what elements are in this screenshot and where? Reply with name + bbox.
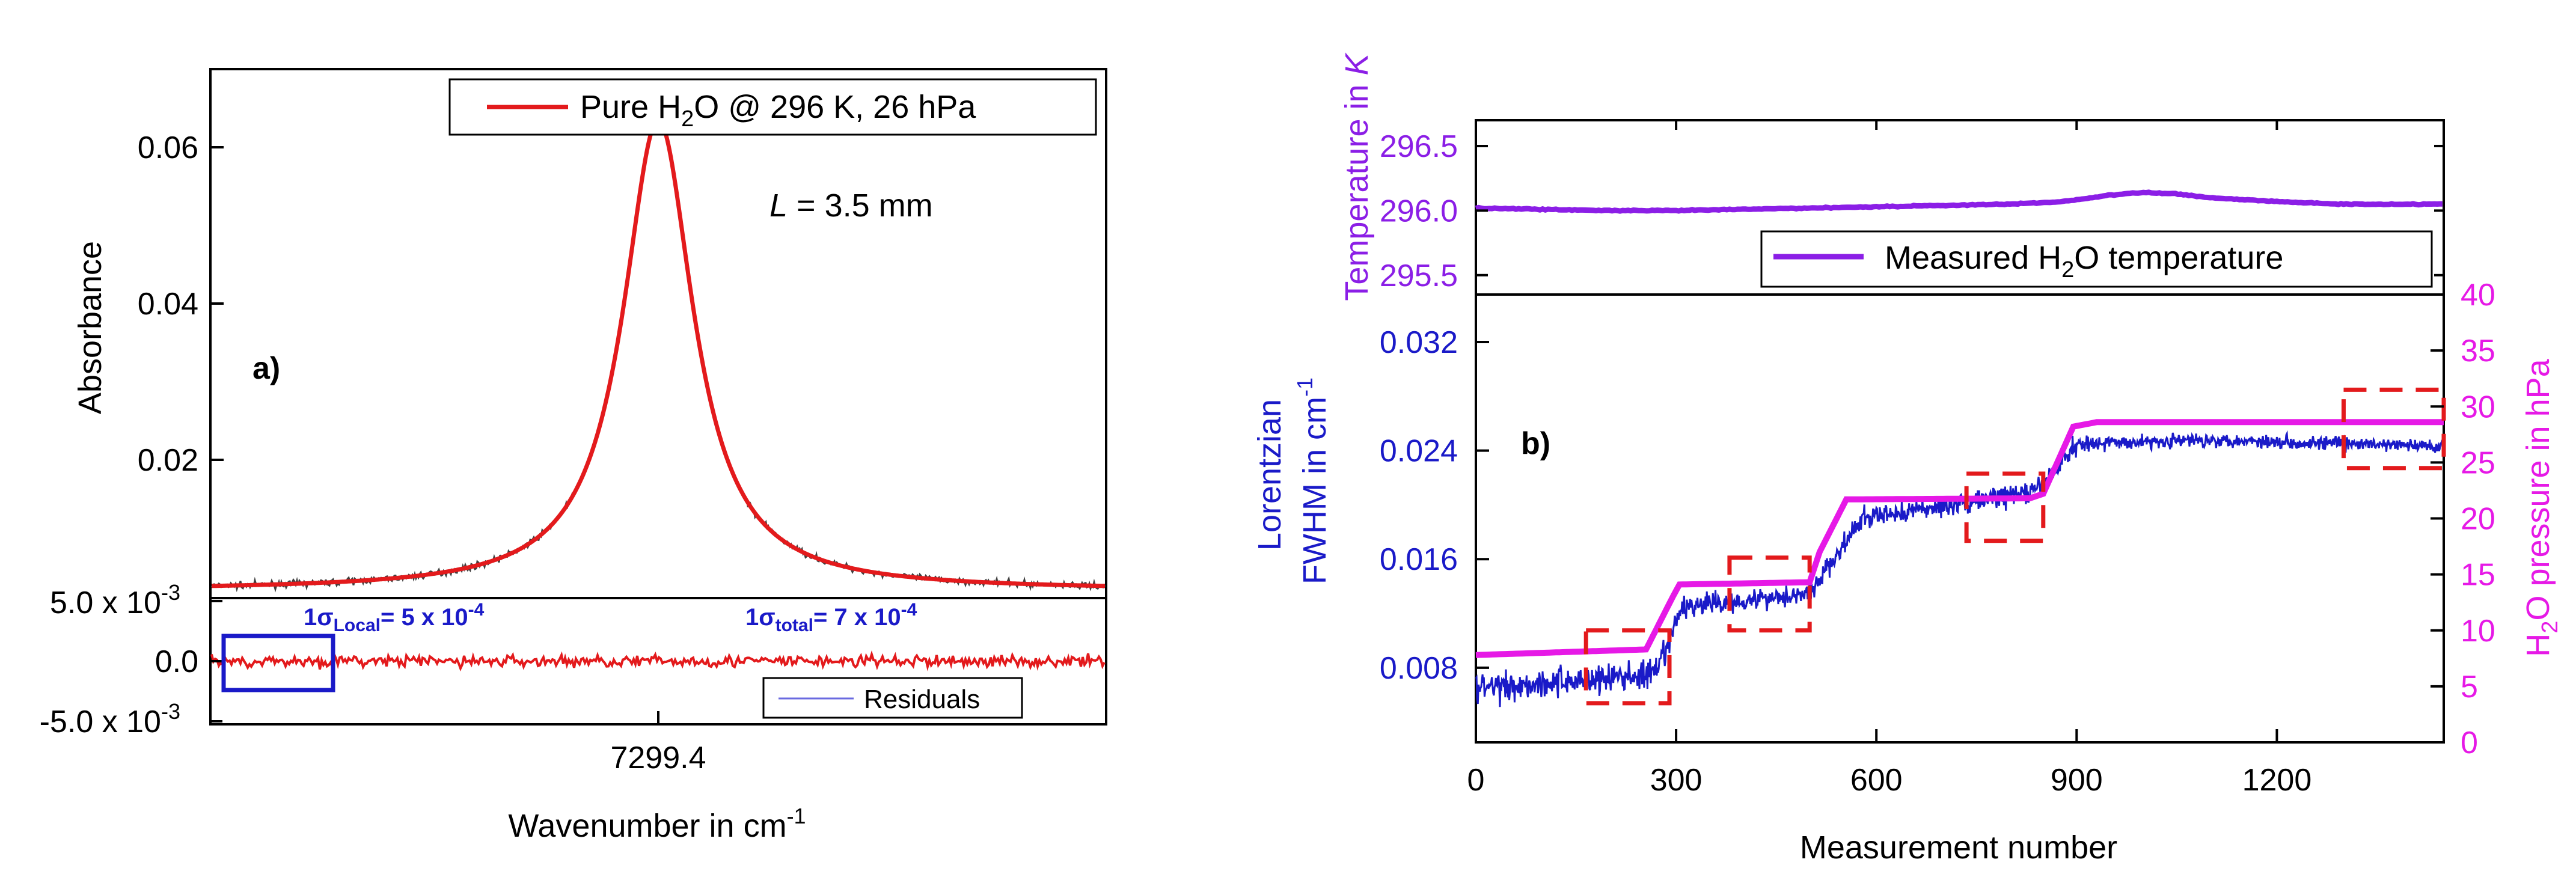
- fwhm-tick-label-0024: 0.024: [1380, 434, 1458, 469]
- pressure-tick-label-15: 15: [2461, 558, 2495, 593]
- legend-temperature-box: [1760, 230, 2433, 288]
- legend-residuals-label: Residuals: [864, 685, 980, 714]
- temp-tick-label-2965: 296.5: [1380, 129, 1458, 164]
- pressure-tick-label-20: 20: [2461, 502, 2495, 537]
- highlight-box: [1727, 555, 1812, 633]
- panel-a: 0.06 0.04 0.02 5.0 x 10-3 0.0 -5.0 x 10-…: [40, 68, 1107, 844]
- y-tick-label-006: 0.06: [138, 130, 198, 165]
- sigma-local-box: [221, 634, 335, 692]
- residuals-line: [210, 650, 1106, 671]
- x-tick-label-center: 7299.4: [610, 741, 706, 775]
- fwhm-axis-label-line2: FWHM in cm-1: [1293, 377, 1333, 584]
- pressure-tick-label-5: 5: [2461, 670, 2478, 704]
- legend-temperature: Measured H2O temperature: [1760, 230, 2433, 288]
- temp-tick-label-2960: 296.0: [1380, 194, 1458, 228]
- pressure-tick-label-25: 25: [2461, 445, 2495, 480]
- legend-a-label: Pure H2O @ 296 K, 26 hPa: [580, 89, 976, 132]
- fwhm-line: [1475, 430, 2445, 707]
- sigma-local-label: 1σLocal= 5 x 10-4: [304, 600, 485, 635]
- y-tick-label-004: 0.04: [138, 287, 198, 322]
- x-tick-label-300: 300: [1650, 763, 1703, 798]
- x-axis-label-a: Wavenumber in cm-1: [508, 804, 806, 844]
- x-axis-label-b: Measurement number: [1800, 829, 2117, 866]
- temp-axis-label: Temperature in K: [1339, 52, 1375, 301]
- panel-b-ticks: [1475, 120, 2444, 744]
- panel-a-upper-frame: [209, 68, 1107, 599]
- highlight-box: [2341, 387, 2446, 471]
- res-tick-label-neg: -5.0 x 10-3: [40, 699, 180, 739]
- temp-tick-label-2955: 295.5: [1380, 258, 1458, 293]
- pressure-tick-label-35: 35: [2461, 334, 2495, 368]
- pressure-tick-label-0: 0: [2461, 726, 2478, 760]
- y-axis-label-a: Absorbance: [72, 241, 108, 414]
- panel-b: 295.5 296.0 296.5 0.008 0.016 0.024 0.03…: [1252, 52, 2563, 866]
- x-tick-label-600: 600: [1850, 763, 1903, 798]
- pressure-axis-label: H2O pressure in hPa: [2520, 358, 2563, 656]
- fit-absorbance-line: [212, 118, 1105, 588]
- fwhm-tick-label-0016: 0.016: [1380, 542, 1458, 577]
- res-tick-label-pos: 5.0 x 10-3: [50, 580, 180, 620]
- panel-label-b: b): [1521, 426, 1550, 461]
- highlight-box: [1964, 471, 2046, 543]
- fwhm-axis-label-line1: Lorentzian: [1252, 399, 1288, 551]
- x-tick-label-0: 0: [1467, 763, 1485, 798]
- fwhm-tick-label-0032: 0.032: [1380, 325, 1458, 360]
- pressure-tick-label-40: 40: [2461, 278, 2495, 313]
- x-tick-label-1200: 1200: [2242, 763, 2312, 798]
- highlight-box: [1583, 628, 1672, 706]
- res-tick-label-zero: 0.0: [155, 644, 198, 679]
- path-length-annotation: L = 3.5 mm: [769, 188, 933, 224]
- legend-residuals: Residuals: [762, 677, 1023, 719]
- sigma-total-label: 1σtotal= 7 x 10-4: [745, 600, 917, 635]
- pressure-tick-label-30: 30: [2461, 390, 2495, 424]
- y-tick-label-002: 0.02: [138, 443, 198, 478]
- pressure-line: [1475, 419, 2444, 658]
- fwhm-tick-label-0008: 0.008: [1380, 651, 1458, 686]
- panel-label-a: a): [252, 351, 280, 386]
- legend-a: Pure H2O @ 296 K, 26 hPa: [448, 78, 1097, 136]
- temperature-line: [1475, 189, 2443, 214]
- pressure-tick-label-10: 10: [2461, 614, 2495, 649]
- x-tick-label-900: 900: [2051, 763, 2103, 798]
- measured-absorbance-line: [210, 118, 1106, 593]
- legend-temperature-label: Measured H2O temperature: [1885, 240, 2283, 283]
